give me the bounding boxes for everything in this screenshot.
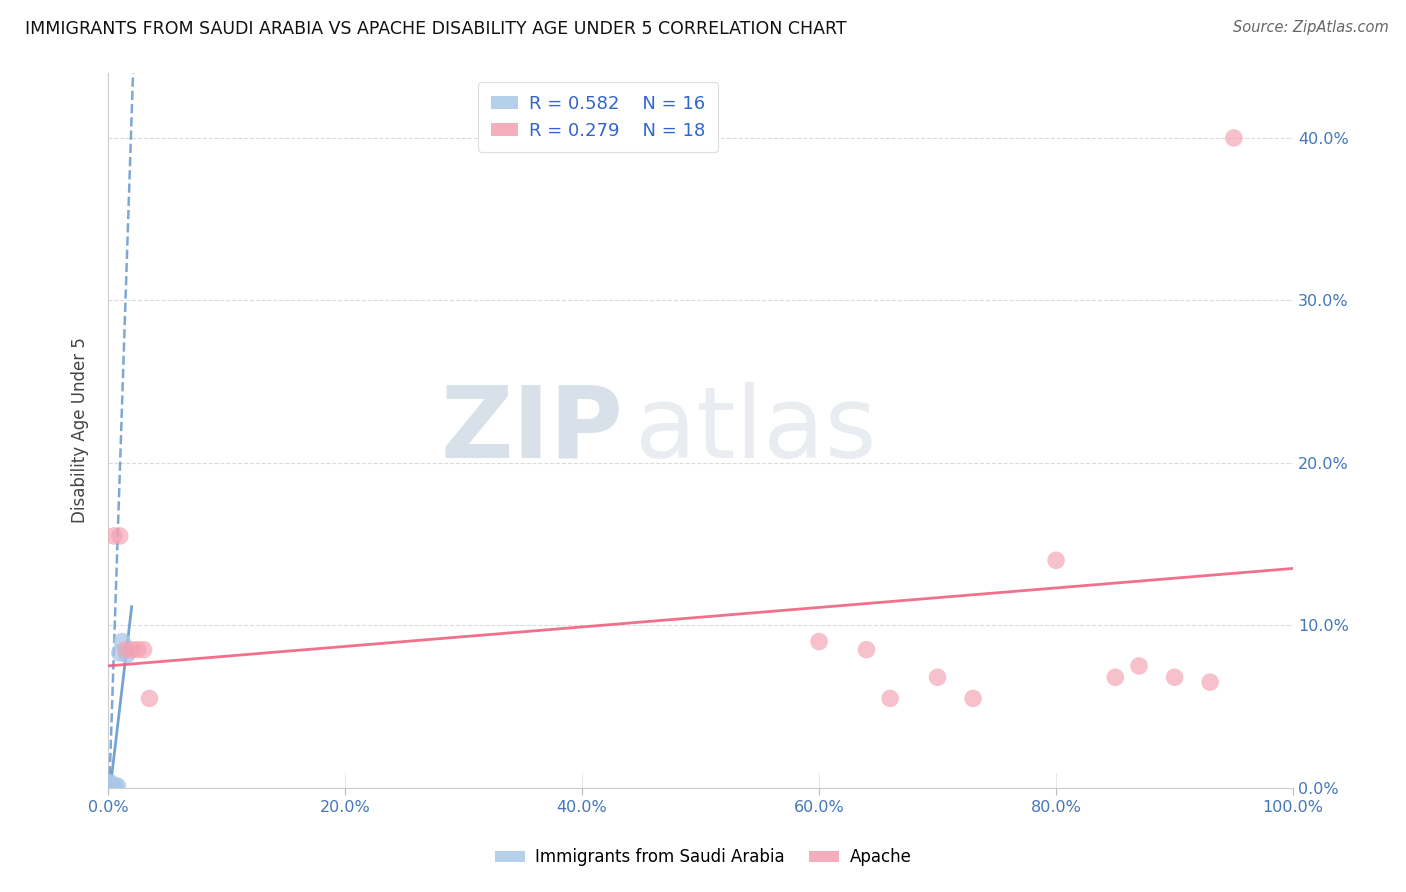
Point <box>138 691 160 706</box>
Point <box>98 779 121 793</box>
Point <box>104 779 127 793</box>
Point <box>1045 553 1067 567</box>
Point <box>103 529 125 543</box>
Point <box>132 642 155 657</box>
Legend: R = 0.582    N = 16, R = 0.279    N = 18: R = 0.582 N = 16, R = 0.279 N = 18 <box>478 82 718 153</box>
Point <box>115 648 138 662</box>
Point <box>855 642 877 657</box>
Point <box>1199 675 1222 690</box>
Point <box>108 529 131 543</box>
Point <box>1104 670 1126 684</box>
Point <box>111 634 134 648</box>
Y-axis label: Disability Age Under 5: Disability Age Under 5 <box>72 337 89 524</box>
Point <box>127 642 149 657</box>
Point <box>1128 659 1150 673</box>
Point <box>97 779 120 793</box>
Point <box>1163 670 1185 684</box>
Legend: Immigrants from Saudi Arabia, Apache: Immigrants from Saudi Arabia, Apache <box>488 842 918 873</box>
Point <box>100 779 122 793</box>
Point <box>98 780 121 795</box>
Point <box>962 691 984 706</box>
Point <box>98 777 121 791</box>
Point <box>879 691 901 706</box>
Text: atlas: atlas <box>636 382 877 479</box>
Point <box>97 780 120 795</box>
Point <box>101 780 124 795</box>
Point <box>98 780 121 795</box>
Text: ZIP: ZIP <box>440 382 623 479</box>
Point <box>1223 131 1246 145</box>
Text: Source: ZipAtlas.com: Source: ZipAtlas.com <box>1233 20 1389 35</box>
Point <box>107 779 129 793</box>
Point <box>98 776 121 790</box>
Point <box>114 642 136 657</box>
Point <box>103 780 125 795</box>
Point <box>108 646 131 660</box>
Point <box>927 670 949 684</box>
Point <box>121 642 143 657</box>
Text: IMMIGRANTS FROM SAUDI ARABIA VS APACHE DISABILITY AGE UNDER 5 CORRELATION CHART: IMMIGRANTS FROM SAUDI ARABIA VS APACHE D… <box>25 20 846 37</box>
Point <box>808 634 831 648</box>
Point <box>100 780 122 795</box>
